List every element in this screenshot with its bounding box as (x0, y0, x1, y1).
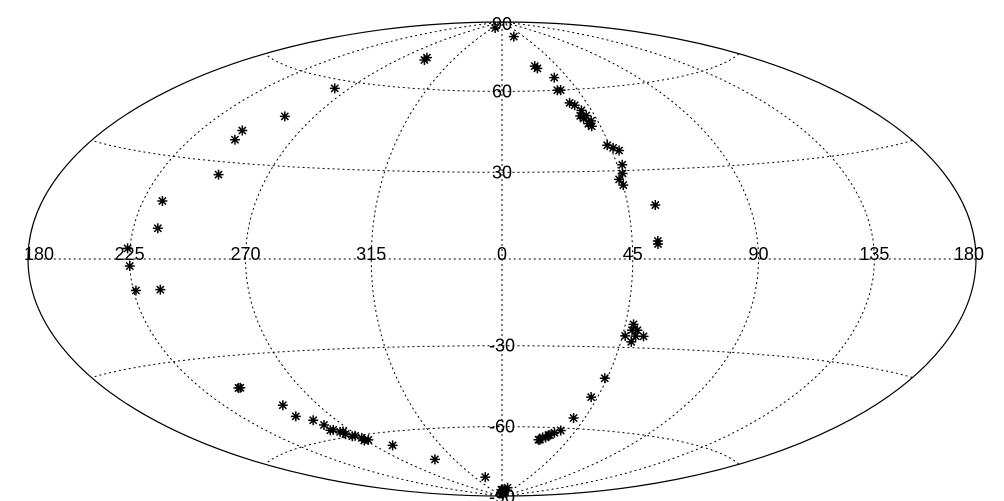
lat-tick-label: 30 (492, 162, 512, 182)
data-point (617, 168, 628, 179)
data-point (130, 285, 141, 296)
data-point (630, 331, 641, 342)
lon-tick-label: 180 (24, 244, 54, 264)
data-point (564, 97, 575, 108)
data-point (328, 424, 339, 435)
data-point (490, 23, 501, 34)
data-point (152, 223, 163, 234)
data-point (576, 105, 587, 116)
lon-tick-label: 90 (748, 244, 768, 264)
data-point (363, 434, 374, 445)
data-point (290, 411, 301, 422)
data-point (617, 159, 628, 170)
data-point (555, 425, 566, 436)
data-point (419, 55, 430, 66)
data-point (499, 486, 510, 497)
lon-tick-label: 315 (356, 244, 386, 264)
data-point (627, 325, 638, 336)
data-point (614, 145, 625, 156)
lon-tick-label: 0 (497, 244, 507, 264)
data-point (508, 31, 519, 42)
data-point (277, 400, 288, 411)
data-point (318, 419, 329, 430)
data-point (620, 330, 631, 341)
data-point (213, 169, 224, 180)
lon-tick-label: 45 (623, 244, 643, 264)
meridian-line (501, 21, 760, 497)
data-point (350, 430, 361, 441)
lon-tick-label: 180 (954, 244, 984, 264)
meridian-line (501, 21, 634, 497)
data-point (233, 383, 244, 394)
data-point (387, 440, 398, 451)
data-point (308, 415, 319, 426)
data-point (237, 125, 248, 136)
data-point (502, 482, 513, 493)
meridian-line (370, 21, 503, 497)
data-point (552, 85, 563, 96)
data-point (568, 412, 579, 423)
data-point (157, 195, 168, 206)
data-point (653, 238, 664, 249)
data-points (122, 23, 664, 499)
data-point (480, 472, 491, 483)
data-point (229, 134, 240, 145)
data-point (586, 121, 597, 132)
data-point (632, 325, 643, 336)
data-point (614, 174, 625, 185)
data-point (122, 243, 133, 254)
lat-tick-label: -60 (489, 417, 515, 437)
data-point (638, 331, 649, 342)
data-point (549, 72, 560, 83)
parallel-line (91, 345, 913, 378)
data-point (578, 113, 589, 124)
data-point (124, 261, 135, 272)
lat-tick-label: -30 (489, 336, 515, 356)
data-point (549, 427, 560, 438)
data-point (602, 140, 613, 151)
parallel-line (91, 140, 913, 173)
data-point (279, 111, 290, 122)
data-point (626, 336, 637, 347)
data-point (650, 200, 661, 211)
data-point (618, 180, 629, 191)
lat-tick-label: 60 (492, 81, 512, 101)
data-point (155, 284, 166, 295)
data-point (586, 392, 597, 403)
lon-tick-label: 270 (230, 244, 260, 264)
data-point (628, 319, 639, 330)
data-point (599, 373, 610, 384)
data-point (338, 426, 349, 437)
data-point (569, 100, 580, 111)
lon-tick-label: 225 (115, 244, 145, 264)
data-point (532, 63, 543, 74)
data-point (608, 142, 619, 153)
data-point (329, 83, 340, 94)
data-point (533, 434, 544, 445)
data-point (429, 454, 440, 465)
lon-tick-label: 135 (859, 244, 889, 264)
